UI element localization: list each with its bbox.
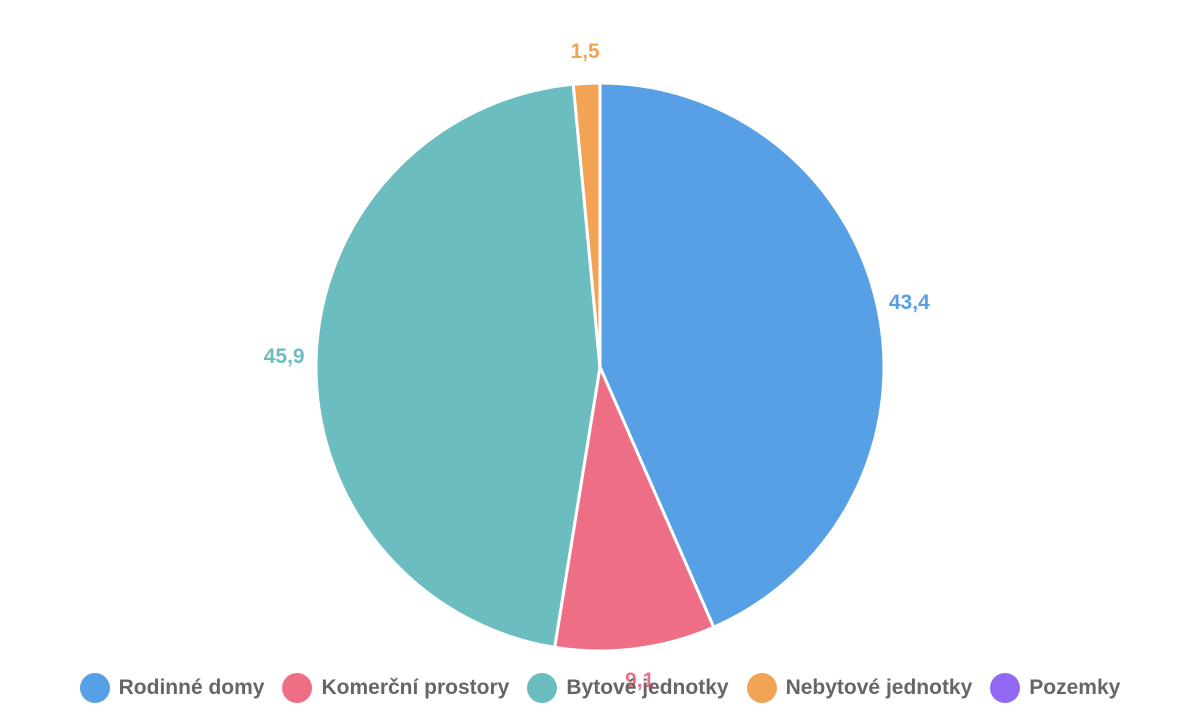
legend-item-nebytove-jednotky[interactable]: Nebytové jednotky [746,673,973,703]
legend-swatch-rodinne-domy [79,673,110,703]
legend-label-bytove-jednotky: Bytové jednotky [566,676,729,699]
legend: Rodinné domy Komerční prostory Bytové je… [0,668,1200,708]
pie-slice-bytove-jednotky[interactable] [314,82,602,649]
pie-slice-komercni-prostory[interactable] [553,365,716,653]
legend-label-komercni-prostory: Komerční prostory [321,676,510,699]
legend-swatch-bytove-jednotky [527,673,558,703]
legend-swatch-pozemky [990,673,1021,703]
legend-label-nebytove-jednotky: Nebytové jednotky [785,676,973,699]
legend-item-bytove-jednotky[interactable]: Bytové jednotky [527,673,729,703]
data-labels: 43,4 9,1 45,9 1,5 [264,40,930,692]
pie-slice-nebytove-jednotky[interactable] [571,81,602,369]
legend-label-rodinne-domy: Rodinné domy [118,676,265,699]
slices [314,81,886,653]
data-label-bytove-jednotky: 45,9 [264,345,305,368]
legend-item-komercni-prostory[interactable]: Komerční prostory [282,673,509,703]
legend-swatch-komercni-prostory [282,673,313,703]
data-label-nebytove-jednotky: 1,5 [570,40,600,63]
data-label-rodinne-domy: 43,4 [889,291,930,314]
legend-item-pozemky[interactable]: Pozemky [990,673,1120,703]
data-label-komercni-prostory: 9,1 [625,669,655,692]
pie-slice-rodinne-domy[interactable] [598,81,886,629]
legend-label-pozemky: Pozemky [1029,676,1121,699]
legend-item-rodinne-domy[interactable]: Rodinné domy [79,673,265,703]
legend-swatch-nebytove-jednotky [746,673,777,703]
